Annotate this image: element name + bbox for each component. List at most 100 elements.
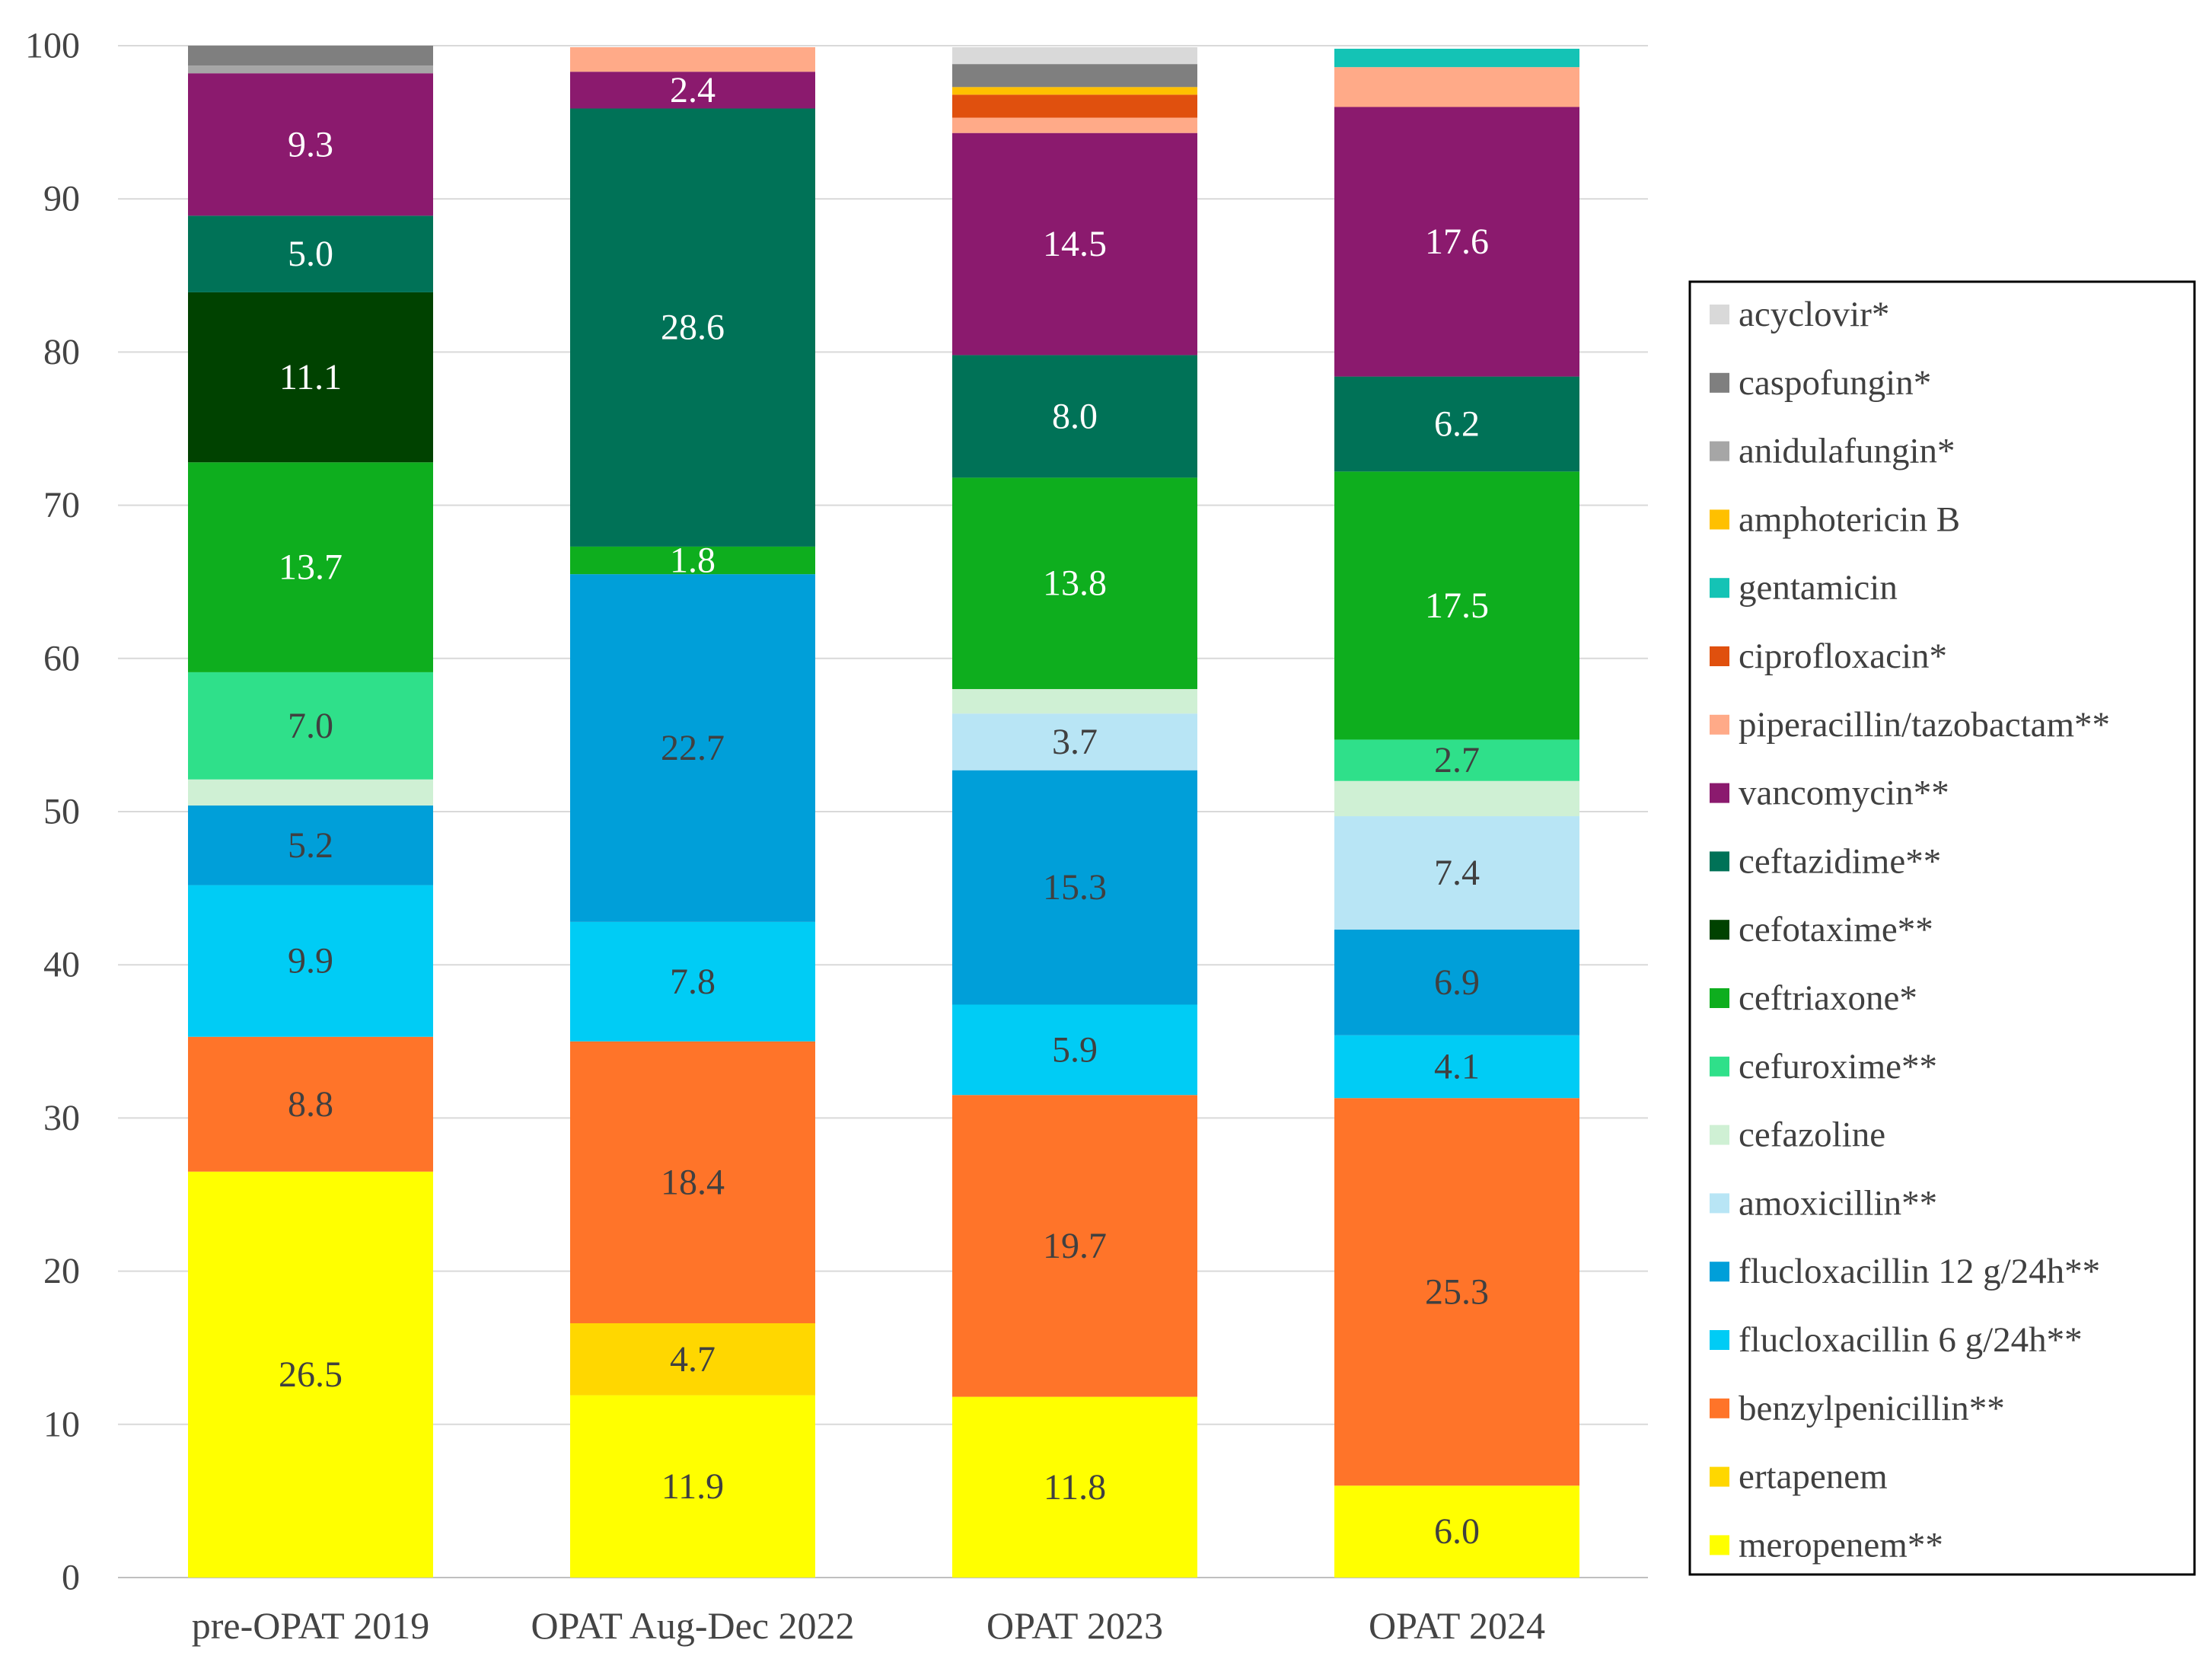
legend-label: cefazoline (1739, 1115, 1885, 1155)
bar-segment (1334, 376, 1579, 472)
data-label: 4.1 (1434, 1046, 1480, 1086)
legend-label: cefotaxime** (1739, 910, 1933, 949)
legend-swatch (1710, 783, 1729, 803)
bar-segment (570, 72, 815, 109)
bar-segment (952, 770, 1197, 1005)
bar-segment (188, 779, 433, 806)
x-tick-label: OPAT Aug-Dec 2022 (531, 1604, 854, 1647)
bar-segment (188, 805, 433, 885)
bar-segment (1334, 471, 1579, 740)
legend-label: vancomycin** (1739, 774, 1949, 813)
bar-segment (188, 1171, 433, 1578)
data-label: 5.2 (288, 825, 333, 866)
data-label: 9.9 (288, 941, 333, 981)
legend-label: gentamicin (1739, 568, 1898, 608)
y-tick-label: 20 (43, 1251, 80, 1291)
legend-swatch (1710, 305, 1729, 324)
bar-segment (188, 292, 433, 463)
y-tick-label: 0 (62, 1558, 80, 1598)
bar-segment (1334, 1485, 1579, 1578)
legend-swatch (1710, 1125, 1729, 1145)
legend-label: caspofungin* (1739, 363, 1931, 403)
data-label: 6.2 (1434, 404, 1480, 444)
y-tick-label: 10 (43, 1404, 80, 1444)
bar-segment (188, 215, 433, 292)
data-label: 25.3 (1425, 1271, 1489, 1312)
data-label: 8.0 (1052, 396, 1098, 436)
legend-swatch (1710, 714, 1729, 735)
bar-segment (1334, 1098, 1579, 1486)
y-tick-label: 80 (43, 332, 80, 372)
bar-segment (952, 713, 1197, 770)
legend-swatch (1710, 1193, 1729, 1214)
bar-segment (952, 1095, 1197, 1397)
bar-segment (570, 1395, 815, 1578)
data-label: 7.4 (1434, 853, 1480, 893)
bar-segment (952, 477, 1197, 690)
bar-segment (1334, 780, 1579, 817)
data-label: 28.6 (661, 308, 725, 348)
bar-segment (1334, 929, 1579, 1035)
bar-segment (188, 46, 433, 66)
y-tick-label: 40 (43, 945, 80, 985)
legend-label: benzylpenicillin** (1739, 1389, 2005, 1428)
data-label: 7.0 (288, 706, 333, 746)
y-tick-label: 70 (43, 485, 80, 525)
legend-swatch (1710, 1330, 1729, 1350)
y-tick-label: 60 (43, 638, 80, 678)
legend-box (1688, 280, 2196, 1576)
data-label: 26.5 (279, 1354, 343, 1395)
legend-label: flucloxacillin 12 g/24h** (1739, 1252, 2100, 1291)
x-tick-label: pre-OPAT 2019 (192, 1604, 430, 1647)
data-label: 8.8 (288, 1084, 333, 1125)
x-axis: pre-OPAT 2019 OPAT Aug-Dec 2022 OPAT 2023 O… (192, 1604, 1545, 1647)
legend-swatch (1710, 509, 1729, 530)
y-tick-label: 50 (43, 792, 80, 832)
bar-segment (1334, 107, 1579, 377)
data-label: 11.8 (1044, 1467, 1106, 1508)
legend-swatch (1710, 988, 1729, 1008)
y-tick-label: 90 (43, 179, 80, 219)
bar-segment (188, 1036, 433, 1172)
data-label: 22.7 (661, 728, 725, 768)
bar-segment (952, 132, 1197, 356)
bar-segment (1334, 816, 1579, 930)
legend-label: meropenem** (1739, 1525, 1943, 1565)
data-label: 13.7 (279, 547, 343, 588)
bar-segment (952, 689, 1197, 714)
legend-swatch (1710, 578, 1729, 598)
legend-label: amphotericin B (1739, 499, 1960, 539)
bar-segment (1334, 49, 1579, 68)
legend-swatch (1710, 1535, 1729, 1555)
bar-segment (952, 1004, 1197, 1096)
bar-segment (1334, 1035, 1579, 1099)
legend-label: ciprofloxacin* (1739, 636, 1947, 676)
legend-swatch (1710, 1262, 1729, 1282)
data-label: 17.5 (1425, 585, 1489, 626)
data-label: 6.9 (1434, 962, 1480, 1003)
legend-swatch (1710, 441, 1729, 461)
data-label: 3.7 (1052, 722, 1098, 762)
bar-segment (188, 73, 433, 216)
y-axis: 0 10 20 30 40 50 60 70 80 90 100 (25, 26, 80, 1598)
data-label: 2.4 (670, 70, 716, 110)
data-label: 4.7 (670, 1339, 716, 1380)
legend-label: ceftriaxone* (1739, 978, 1917, 1018)
data-label: 11.1 (279, 357, 342, 397)
x-tick-label: OPAT 2024 (1369, 1604, 1545, 1647)
legend-label: acyclovir* (1739, 295, 1889, 334)
x-tick-label: OPAT 2023 (986, 1604, 1163, 1647)
bar-segment (1334, 67, 1579, 107)
y-tick-label: 100 (25, 26, 80, 66)
bar-segment (952, 355, 1197, 478)
bar-segment (570, 1041, 815, 1324)
legend-label: cefuroxime** (1739, 1047, 1937, 1086)
bar-segment (952, 47, 1197, 65)
legend-swatch (1710, 372, 1729, 393)
data-label: 11.9 (661, 1466, 724, 1507)
legend-swatch (1710, 1466, 1729, 1487)
data-label: 18.4 (661, 1162, 725, 1202)
data-label: 6.0 (1434, 1511, 1480, 1552)
legend-label: amoxicillin** (1739, 1183, 1937, 1223)
